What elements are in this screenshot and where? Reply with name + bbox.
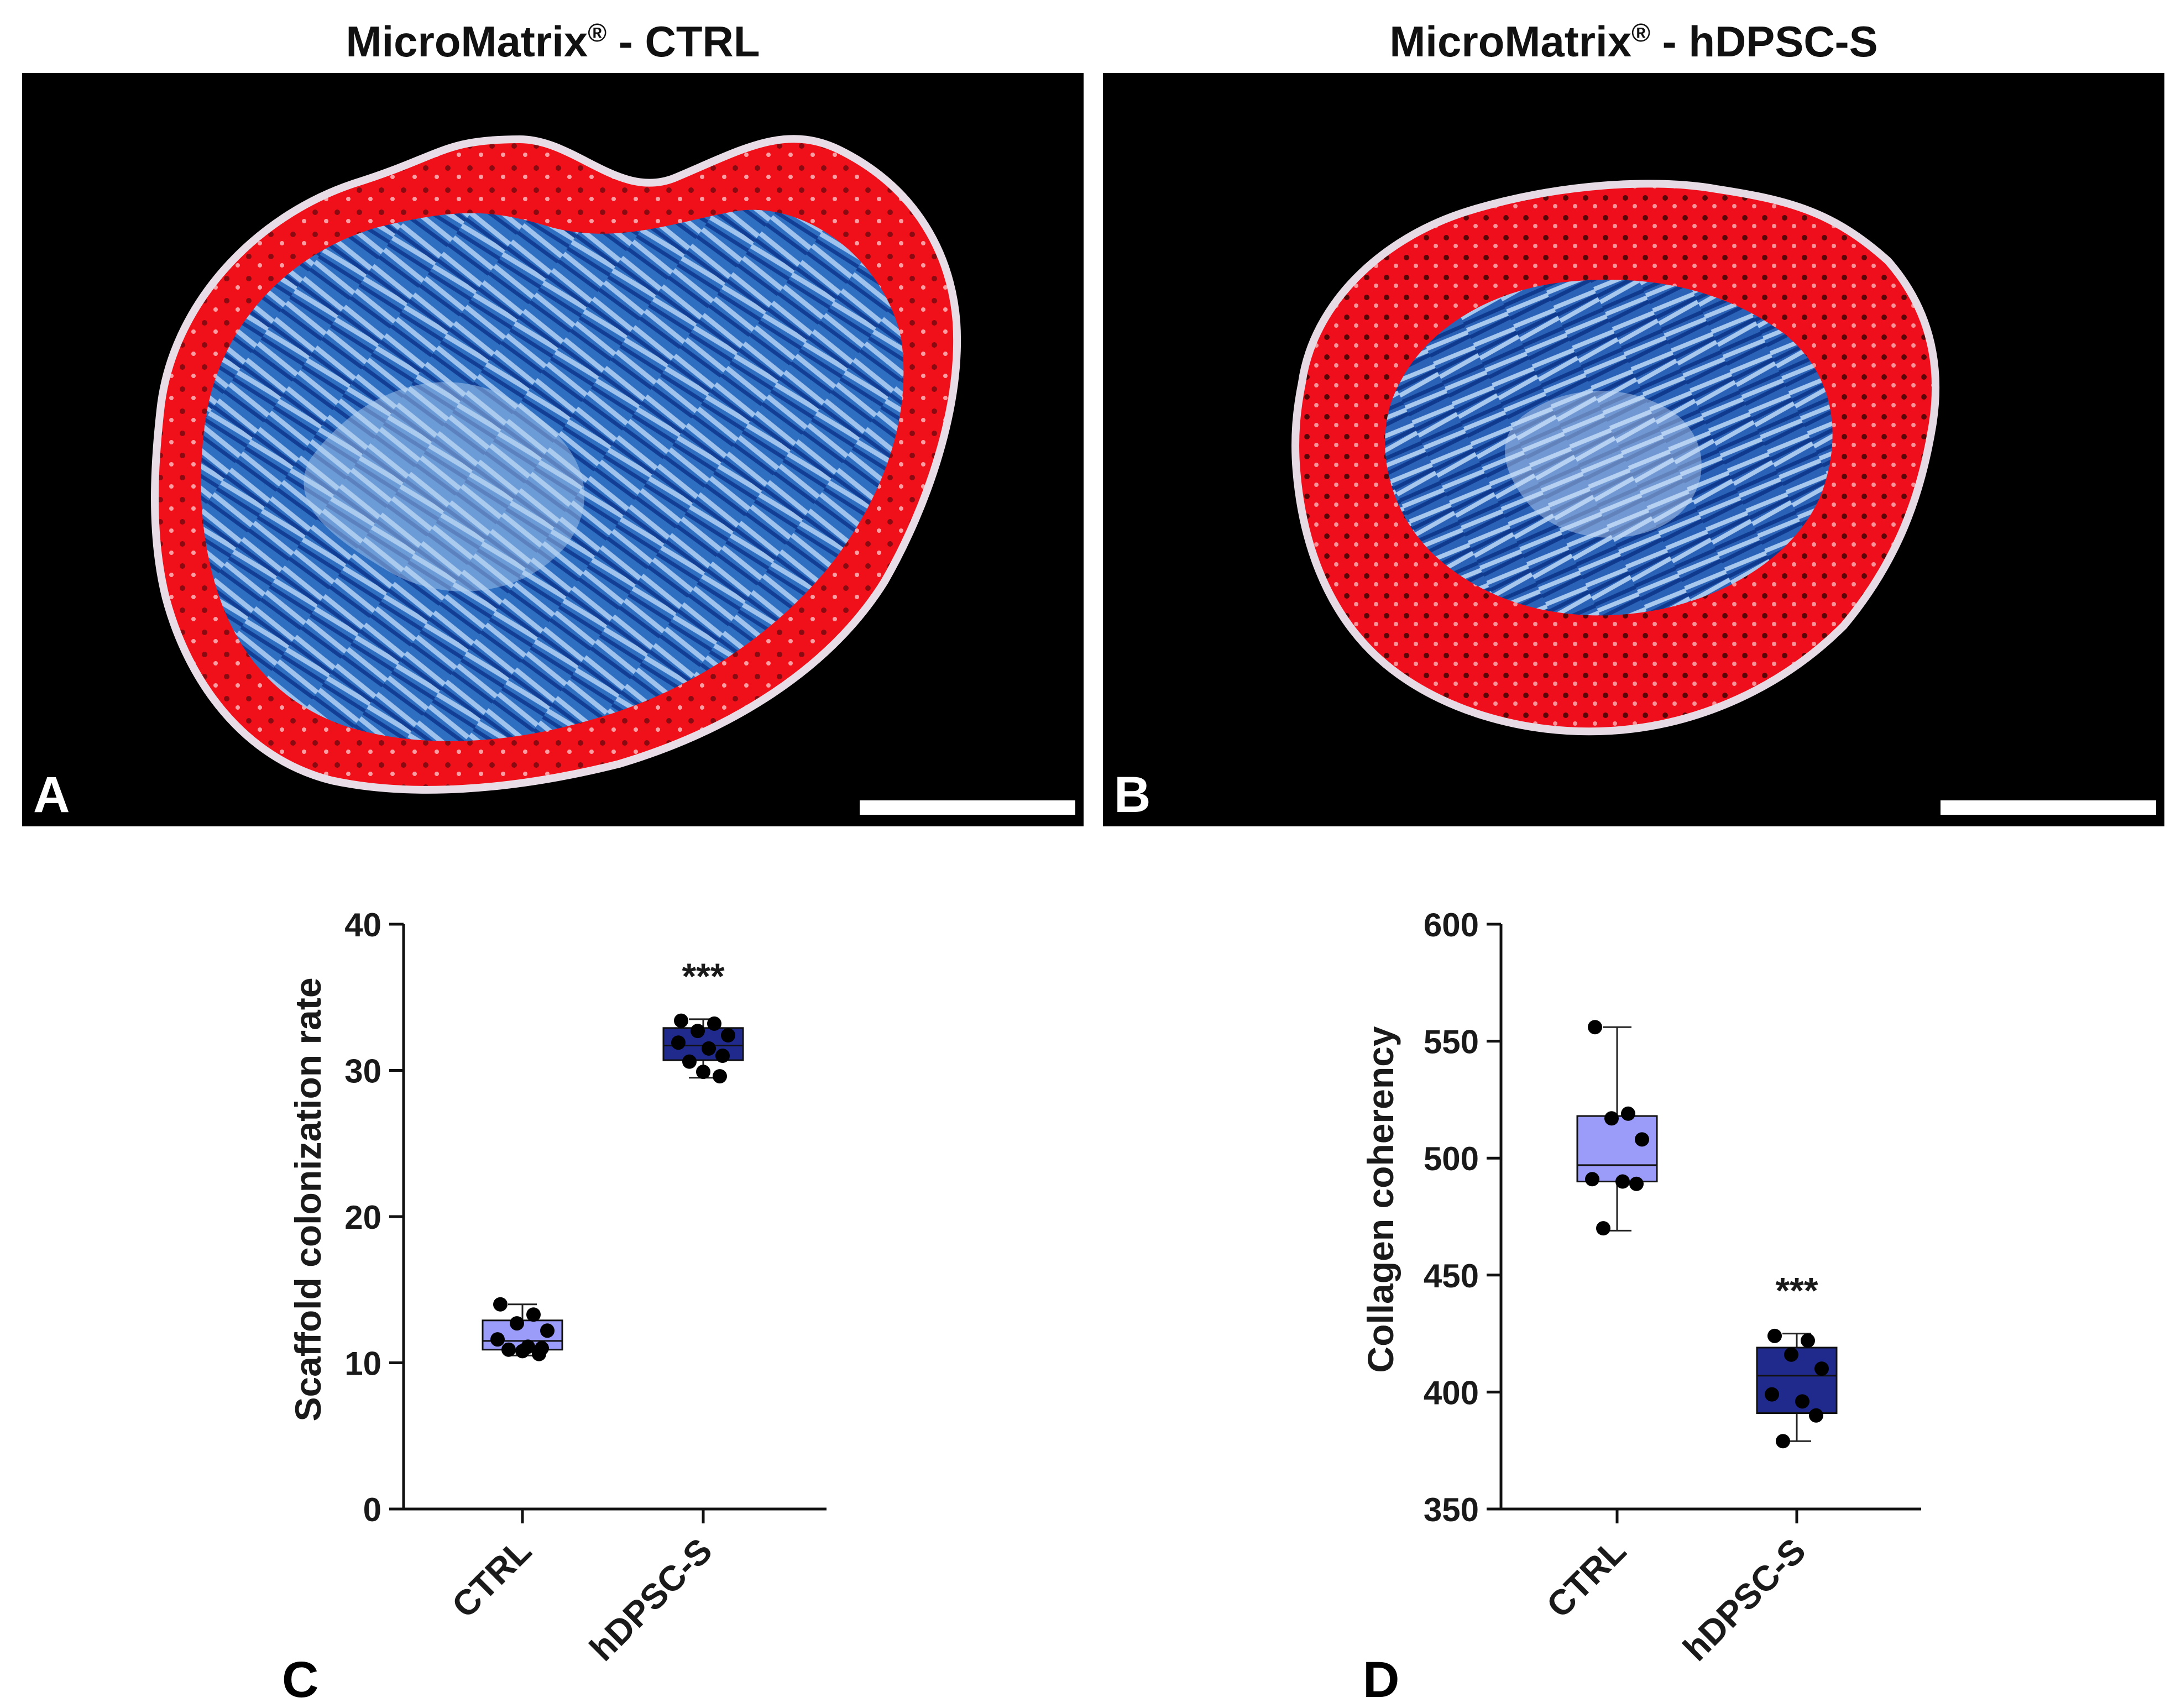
chart-d-data-point — [1615, 1174, 1630, 1189]
chart-d-data-point — [1795, 1394, 1809, 1409]
chart-c-data-point — [721, 1028, 735, 1043]
micrograph-ctrl: A — [22, 73, 1084, 826]
chart-d-marks: *** — [1576, 1020, 1838, 1449]
chart-d-y-tick-label: 450 — [1424, 1258, 1479, 1295]
chart-c-data-point — [540, 1323, 555, 1338]
chart-c-x-tick-label: CTRL — [444, 1531, 539, 1626]
chart-coherency: 350 400 450 500 550 600 CTRL hDPSC-S Collagen … — [1360, 907, 1921, 1708]
chart-c-x-axis: CTRL hDPSC-S — [404, 1507, 827, 1669]
chart-d-y-tick-label: 350 — [1424, 1491, 1479, 1528]
chart-d-significance: *** — [1775, 1270, 1818, 1311]
chart-c-data-point — [493, 1297, 508, 1312]
chart-d-x-tick-label: CTRL — [1539, 1531, 1634, 1626]
chart-c-y-tick-label: 0 — [363, 1491, 381, 1528]
chart-c-marks: *** — [482, 956, 744, 1361]
chart-d-data-point — [1765, 1387, 1779, 1402]
chart-c-data-point — [501, 1342, 516, 1357]
chart-c-y-tick-label: 20 — [344, 1199, 381, 1236]
panel-b-letter: B — [1114, 767, 1151, 823]
chart-d-data-point — [1776, 1434, 1790, 1449]
chart-d-data-point — [1635, 1132, 1649, 1147]
chart-d-data-point — [1784, 1347, 1798, 1362]
chart-d-y-tick-label: 600 — [1424, 907, 1479, 944]
panel-a-letter: A — [33, 767, 70, 823]
chart-c-x-tick-label: hDPSC-S — [582, 1531, 720, 1669]
chart-c-data-point — [682, 1054, 697, 1069]
panel-c-letter: C — [282, 1652, 318, 1708]
scale-bar-b — [1941, 800, 2156, 815]
chart-c-data-point — [490, 1332, 505, 1347]
chart-c-significance: *** — [682, 956, 724, 997]
chart-d-data-point — [1604, 1111, 1619, 1126]
chart-d-data-point — [1621, 1106, 1635, 1121]
chart-c-y-axis: 0 10 20 30 40 — [344, 907, 405, 1528]
chart-c-data-point — [691, 1024, 705, 1039]
chart-d-y-tick-label: 500 — [1424, 1140, 1479, 1177]
chart-c-data-point — [702, 1041, 716, 1056]
scale-bar-a — [860, 800, 1075, 815]
chart-d-data-point — [1767, 1328, 1782, 1343]
chart-c-data-point — [707, 1016, 721, 1031]
chart-d-x-axis: CTRL hDPSC-S — [1501, 1507, 1921, 1669]
chart-d-data-point — [1629, 1176, 1644, 1191]
chart-c-y-tick-label: 30 — [344, 1053, 381, 1090]
chart-c-data-point — [532, 1347, 546, 1361]
chart-colonization: 0 10 20 30 40 CTRL hDPSC-S Scaffold colonizat… — [282, 907, 827, 1708]
micrograph-hdpsc: B — [1103, 73, 2164, 826]
chart-c-data-point — [674, 1013, 688, 1028]
chart-d-data-point — [1801, 1333, 1815, 1348]
chart-c-data-point — [713, 1069, 727, 1084]
chart-d-data-point — [1809, 1408, 1823, 1423]
panel-d-letter: D — [1363, 1652, 1399, 1708]
micrograph-ctrl-image — [151, 135, 961, 794]
panel-b-title: MicroMatrix® - hDPSC-S — [1389, 17, 1878, 66]
chart-c-y-label: Scaffold colonization rate — [287, 977, 328, 1421]
chart-c-data-point — [510, 1316, 524, 1331]
chart-c-data-point — [526, 1307, 541, 1322]
chart-c-data-point — [715, 1049, 730, 1063]
chart-d-box-ctrl — [1576, 1115, 1658, 1183]
chart-c-data-point — [671, 1035, 686, 1050]
chart-d-y-axis: 350 400 450 500 550 600 — [1424, 907, 1503, 1528]
chart-c-data-point — [515, 1344, 530, 1359]
chart-d-y-label: Collagen coherency — [1360, 1026, 1401, 1372]
chart-c-data-point — [696, 1065, 710, 1080]
chart-c-y-tick-label: 40 — [344, 907, 381, 944]
chart-d-data-point — [1588, 1020, 1602, 1035]
chart-d-data-point — [1585, 1172, 1599, 1187]
chart-d-x-tick-label: hDPSC-S — [1675, 1531, 1813, 1669]
chart-d-y-tick-label: 550 — [1424, 1024, 1479, 1061]
chart-d-y-tick-label: 400 — [1424, 1374, 1479, 1411]
panel-a-title: MicroMatrix® - CTRL — [346, 17, 760, 66]
micrograph-hdpsc-image — [1291, 180, 1940, 736]
chart-c-y-tick-label: 10 — [344, 1345, 381, 1382]
chart-d-data-point — [1814, 1361, 1829, 1376]
chart-d-data-point — [1596, 1221, 1610, 1236]
